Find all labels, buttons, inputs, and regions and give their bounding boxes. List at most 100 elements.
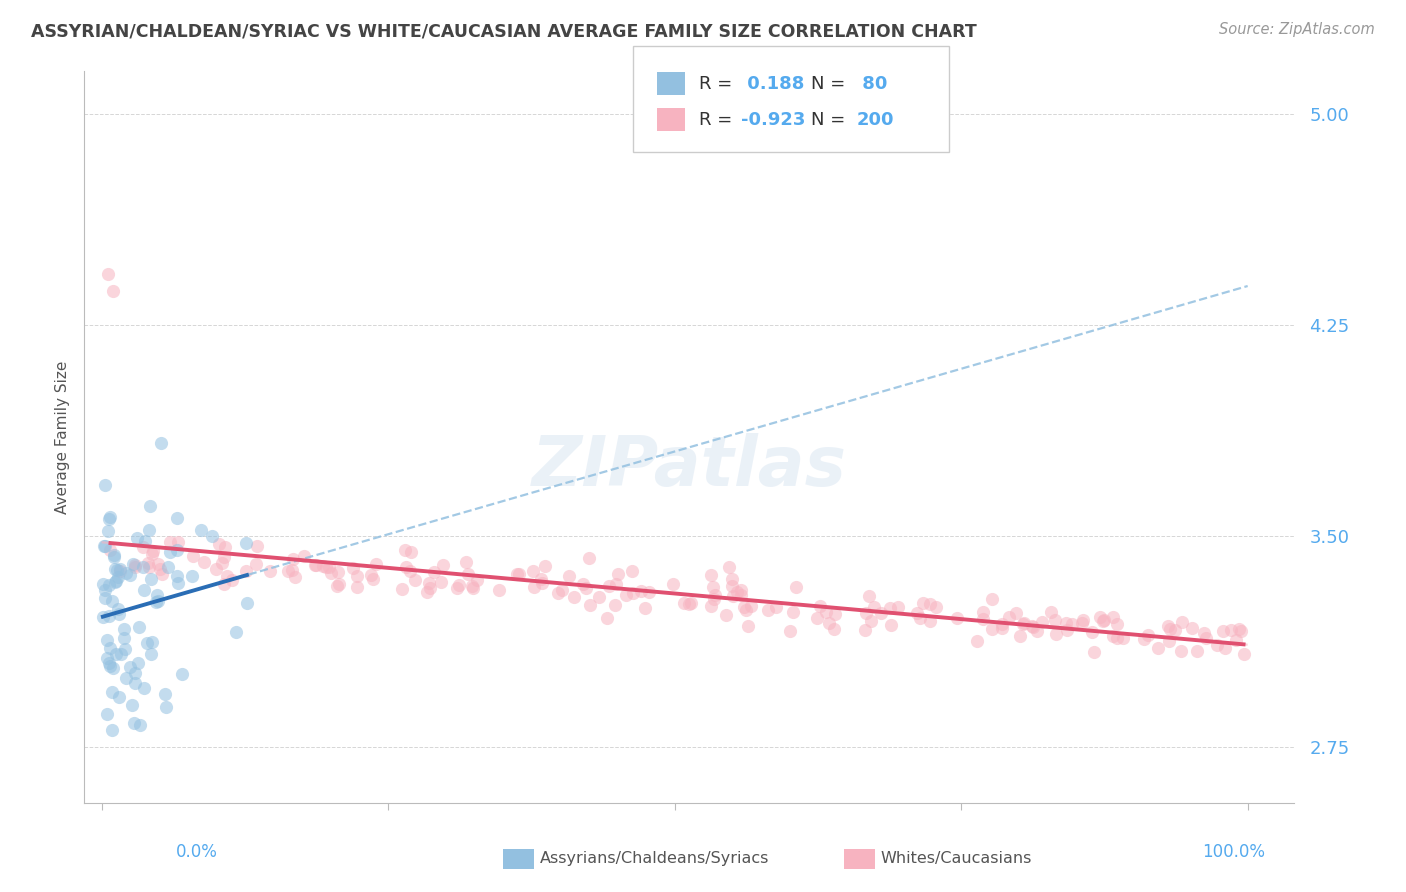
Point bbox=[557, 569, 579, 583]
Text: ASSYRIAN/CHALDEAN/SYRIAC VS WHITE/CAUCASIAN AVERAGE FAMILY SIZE CORRELATION CHAR: ASSYRIAN/CHALDEAN/SYRIAC VS WHITE/CAUCAS… bbox=[31, 22, 977, 40]
Point bbox=[465, 573, 488, 587]
Point bbox=[155, 700, 177, 714]
Point bbox=[1040, 605, 1063, 619]
Point bbox=[523, 581, 546, 595]
Point bbox=[360, 568, 382, 582]
Point bbox=[880, 618, 903, 632]
Point bbox=[146, 588, 169, 602]
Point bbox=[167, 535, 190, 549]
Point bbox=[416, 585, 439, 599]
Point bbox=[1212, 624, 1234, 638]
Point bbox=[166, 510, 188, 524]
Point bbox=[810, 599, 832, 614]
Point bbox=[717, 559, 740, 574]
Point bbox=[108, 562, 131, 576]
Point bbox=[1164, 624, 1187, 638]
Point bbox=[575, 581, 598, 595]
Point bbox=[167, 575, 190, 590]
Point bbox=[461, 579, 484, 593]
Point bbox=[97, 577, 120, 591]
Point bbox=[97, 524, 120, 539]
Point bbox=[132, 540, 155, 554]
Point bbox=[181, 549, 204, 563]
Point bbox=[101, 594, 124, 608]
Point bbox=[319, 566, 342, 580]
Point bbox=[662, 577, 685, 591]
Point bbox=[141, 547, 163, 561]
Point bbox=[346, 569, 368, 583]
Point bbox=[292, 549, 315, 563]
Point bbox=[446, 581, 468, 595]
Point bbox=[530, 572, 553, 586]
Point bbox=[318, 559, 340, 574]
Point bbox=[138, 523, 160, 537]
Point bbox=[101, 685, 124, 699]
Text: 0.188: 0.188 bbox=[741, 75, 804, 93]
Point bbox=[166, 542, 188, 557]
Point bbox=[562, 591, 585, 605]
Point bbox=[101, 723, 124, 738]
Point bbox=[918, 597, 941, 611]
Point bbox=[721, 589, 744, 603]
Point bbox=[912, 596, 935, 610]
Point bbox=[1185, 644, 1208, 658]
Point bbox=[733, 599, 755, 614]
Point bbox=[225, 625, 247, 640]
Point bbox=[607, 567, 630, 582]
Point bbox=[1147, 641, 1170, 656]
Point bbox=[98, 659, 121, 673]
Point bbox=[432, 558, 454, 573]
Point bbox=[1071, 614, 1094, 628]
Point bbox=[998, 609, 1021, 624]
Point bbox=[779, 624, 801, 638]
Point bbox=[394, 560, 416, 574]
Point bbox=[97, 267, 120, 281]
Text: R =: R = bbox=[699, 75, 738, 93]
Point bbox=[814, 605, 837, 619]
Point bbox=[1060, 616, 1083, 631]
Point bbox=[1159, 634, 1181, 648]
Point bbox=[678, 597, 700, 611]
Point bbox=[93, 610, 115, 624]
Point bbox=[1112, 632, 1135, 646]
Point bbox=[1043, 613, 1066, 627]
Point bbox=[806, 611, 828, 625]
Text: -0.923: -0.923 bbox=[741, 111, 806, 128]
Point bbox=[280, 563, 302, 577]
Point bbox=[818, 616, 841, 631]
Point bbox=[93, 539, 115, 553]
Point bbox=[304, 558, 326, 573]
Point bbox=[212, 577, 235, 591]
Point bbox=[1170, 615, 1192, 630]
Point bbox=[277, 564, 299, 578]
Point bbox=[714, 608, 737, 623]
Point bbox=[702, 580, 724, 594]
Point bbox=[201, 529, 224, 543]
Point bbox=[149, 562, 172, 576]
Point bbox=[1045, 627, 1067, 641]
Point bbox=[859, 615, 882, 629]
Point bbox=[990, 621, 1012, 635]
Point bbox=[94, 539, 117, 553]
Point bbox=[391, 582, 413, 597]
Y-axis label: Average Family Size: Average Family Size bbox=[55, 360, 70, 514]
Point bbox=[1088, 610, 1111, 624]
Point bbox=[326, 566, 349, 580]
Point bbox=[401, 545, 423, 559]
Point bbox=[758, 603, 780, 617]
Point bbox=[127, 656, 149, 670]
Point bbox=[578, 551, 600, 566]
Point bbox=[180, 568, 202, 582]
Point bbox=[1091, 615, 1114, 629]
Point bbox=[104, 648, 127, 662]
Point bbox=[598, 579, 620, 593]
Point bbox=[1004, 606, 1026, 620]
Text: Assyrians/Chaldeans/Syriacs: Assyrians/Chaldeans/Syriacs bbox=[540, 852, 769, 866]
Point bbox=[146, 593, 169, 607]
Point bbox=[1022, 620, 1045, 634]
Text: 100.0%: 100.0% bbox=[1202, 843, 1265, 861]
Point bbox=[134, 534, 156, 549]
Point bbox=[284, 570, 307, 584]
Point bbox=[150, 566, 173, 581]
Point bbox=[1011, 617, 1033, 632]
